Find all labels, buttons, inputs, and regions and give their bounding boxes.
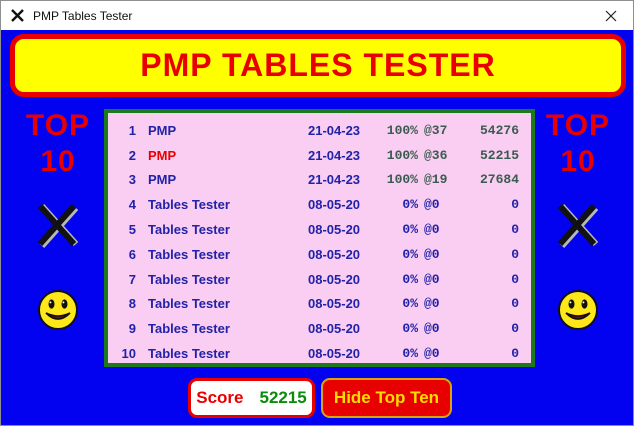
side-column-left: TOP 10 [13, 108, 103, 336]
table-row: 1 PMP 21-04-23 100% @37 54276 [108, 118, 531, 143]
top10-label-line1: TOP [545, 109, 611, 142]
client-area: PMP TABLES TESTER TOP 10 [1, 30, 633, 425]
percent-cell: 0% [402, 222, 418, 238]
date-cell: 08-05-20 [308, 346, 361, 362]
hide-top-ten-button[interactable]: Hide Top Ten [321, 378, 452, 418]
x-cross-icon [33, 202, 83, 255]
name-cell: Tables Tester [148, 271, 230, 287]
date-cell: 08-05-20 [308, 222, 361, 238]
hide-top-ten-label: Hide Top Ten [333, 388, 440, 407]
title-bar: PMP Tables Tester [1, 1, 633, 30]
date-cell: 08-05-20 [308, 246, 361, 262]
rank-cell: 6 [128, 246, 136, 262]
score-cell: 0 [511, 246, 519, 262]
rank-cell: 2 [128, 147, 136, 163]
window-title: PMP Tables Tester [33, 8, 133, 23]
header-banner: PMP TABLES TESTER [10, 34, 626, 97]
close-button[interactable] [588, 1, 633, 30]
percent-cell: 0% [402, 346, 418, 362]
table-row: 5 Tables Tester 08-05-20 0% @0 0 [108, 217, 531, 242]
attempt-cell: @0 [424, 271, 440, 287]
percent-cell: 0% [402, 246, 418, 262]
rank-cell: 4 [128, 197, 136, 213]
score-cell: 0 [511, 222, 519, 238]
score-cell: 52215 [479, 147, 519, 163]
table-row: 9 Tables Tester 08-05-20 0% @0 0 [108, 316, 531, 341]
score-cell: 27684 [479, 172, 519, 188]
percent-cell: 0% [402, 271, 418, 287]
attempt-cell: @0 [424, 222, 440, 238]
table-row: 2 PMP 21-04-23 100% @36 52215 [108, 143, 531, 168]
rank-cell: 1 [128, 122, 136, 138]
side-column-right: TOP 10 [533, 108, 623, 336]
close-icon [605, 10, 616, 21]
name-cell: Tables Tester [148, 321, 230, 337]
attempt-cell: @0 [424, 321, 440, 337]
score-cell: 0 [511, 346, 519, 362]
percent-cell: 0% [402, 321, 418, 337]
attempt-cell: @0 [424, 296, 440, 312]
date-cell: 21-04-23 [308, 147, 361, 163]
top-ten-table: 1 PMP 21-04-23 100% @37 54276 2 PMP 21-0… [104, 109, 535, 367]
name-cell: PMP [148, 172, 177, 188]
rank-cell: 7 [128, 271, 136, 287]
table-row: 6 Tables Tester 08-05-20 0% @0 0 [108, 242, 531, 267]
page-title: PMP TABLES TESTER [140, 47, 496, 83]
rank-cell: 9 [128, 321, 136, 337]
name-cell: Tables Tester [148, 346, 230, 362]
score-value: 52215 [259, 388, 307, 407]
attempt-cell: @37 [424, 122, 448, 138]
score-display: Score 52215 [188, 378, 315, 418]
percent-cell: 100% [386, 122, 418, 138]
percent-cell: 0% [402, 197, 418, 213]
score-cell: 0 [511, 197, 519, 213]
rank-cell: 5 [128, 222, 136, 238]
score-cell: 0 [511, 271, 519, 287]
date-cell: 21-04-23 [308, 172, 361, 188]
top10-label-line2: 10 [40, 145, 76, 178]
top10-label-line2: 10 [560, 145, 596, 178]
percent-cell: 100% [386, 172, 418, 188]
date-cell: 21-04-23 [308, 122, 361, 138]
date-cell: 08-05-20 [308, 296, 361, 312]
rank-cell: 10 [121, 346, 136, 362]
attempt-cell: @19 [424, 172, 448, 188]
rank-cell: 8 [128, 296, 136, 312]
rank-cell: 3 [128, 172, 136, 188]
top10-label-line1: TOP [25, 109, 91, 142]
attempt-cell: @0 [424, 246, 440, 262]
table-row: 7 Tables Tester 08-05-20 0% @0 0 [108, 267, 531, 292]
attempt-cell: @36 [424, 147, 448, 163]
score-label: Score [196, 388, 244, 407]
name-cell: Tables Tester [148, 296, 230, 312]
app-x-icon [10, 8, 25, 23]
score-cell: 0 [511, 296, 519, 312]
date-cell: 08-05-20 [308, 197, 361, 213]
percent-cell: 0% [402, 296, 418, 312]
table-row: 3 PMP 21-04-23 100% @19 27684 [108, 168, 531, 193]
score-cell: 54276 [479, 122, 519, 138]
percent-cell: 100% [386, 147, 418, 163]
name-cell: PMP [148, 122, 177, 138]
x-cross-icon [553, 202, 603, 255]
table-row: 4 Tables Tester 08-05-20 0% @0 0 [108, 192, 531, 217]
name-cell: PMP [148, 147, 177, 163]
table-row: 8 Tables Tester 08-05-20 0% @0 0 [108, 292, 531, 317]
date-cell: 08-05-20 [308, 271, 361, 287]
attempt-cell: @0 [424, 346, 440, 362]
table-row: 10 Tables Tester 08-05-20 0% @0 0 [108, 341, 531, 366]
score-cell: 0 [511, 321, 519, 337]
smiley-face-icon [557, 289, 599, 336]
name-cell: Tables Tester [148, 197, 230, 213]
smiley-face-icon [37, 289, 79, 336]
attempt-cell: @0 [424, 197, 440, 213]
name-cell: Tables Tester [148, 222, 230, 238]
date-cell: 08-05-20 [308, 321, 361, 337]
name-cell: Tables Tester [148, 246, 230, 262]
